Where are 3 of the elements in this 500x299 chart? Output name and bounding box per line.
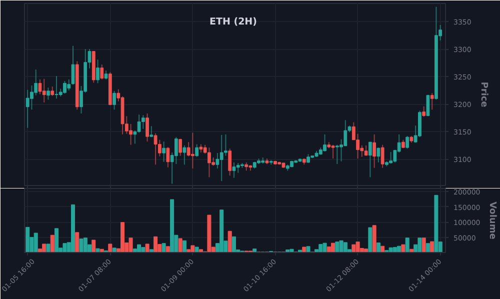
y-axis-title: Price — [478, 82, 488, 108]
text: ETH (2H) — [210, 16, 257, 28]
y-axis-title: Volume — [487, 202, 498, 240]
